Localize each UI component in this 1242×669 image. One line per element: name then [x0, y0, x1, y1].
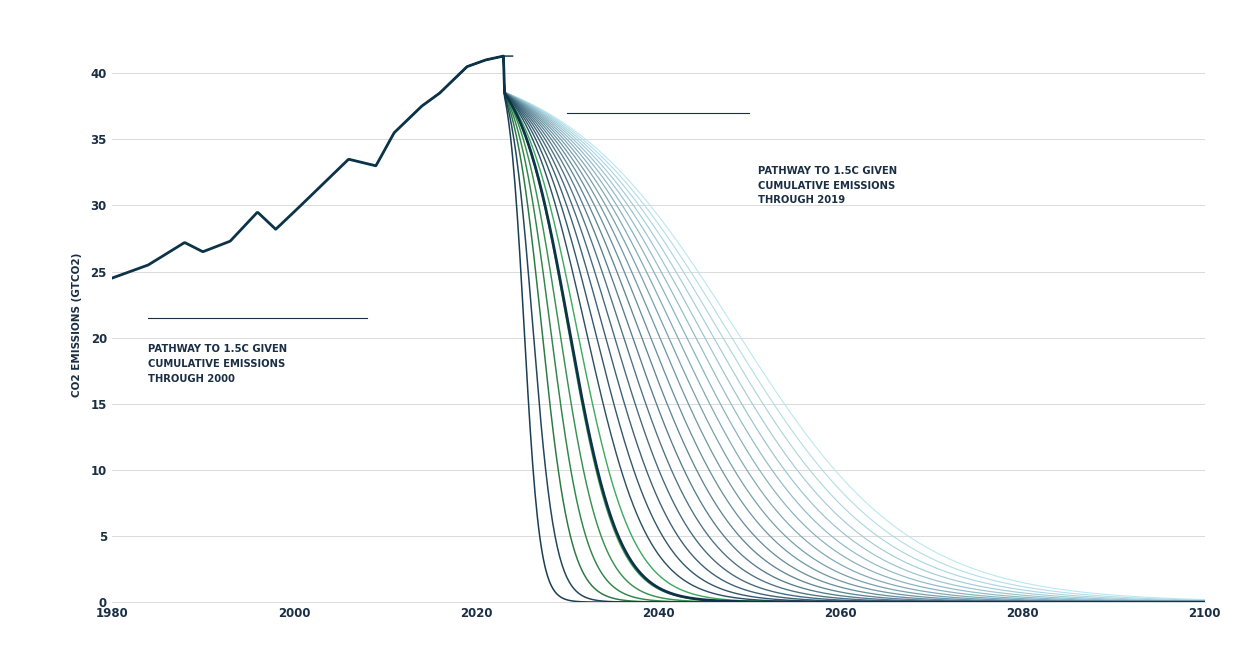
Y-axis label: CO2 EMISSIONS (GTCO2): CO2 EMISSIONS (GTCO2) [72, 252, 82, 397]
Text: PATHWAY TO 1.5C GIVEN
CUMULATIVE EMISSIONS
THROUGH 2019: PATHWAY TO 1.5C GIVEN CUMULATIVE EMISSIO… [759, 166, 898, 205]
Text: PATHWAY TO 1.5C GIVEN
CUMULATIVE EMISSIONS
THROUGH 2000: PATHWAY TO 1.5C GIVEN CUMULATIVE EMISSIO… [148, 345, 287, 384]
